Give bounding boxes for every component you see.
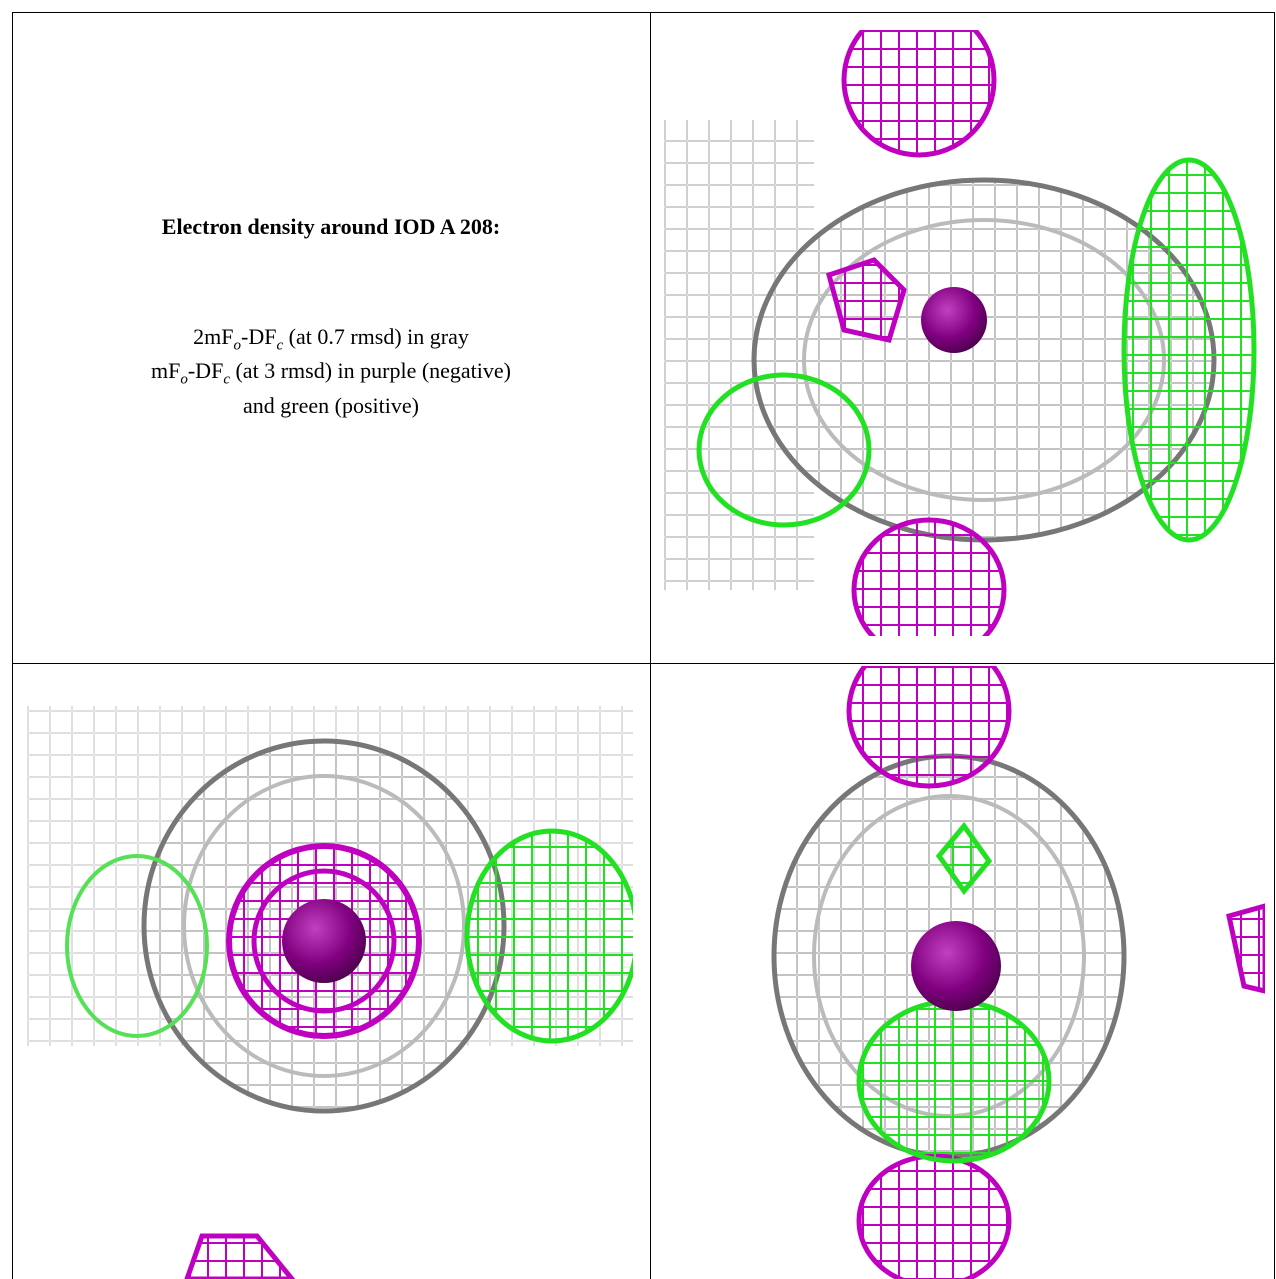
border xyxy=(1274,12,1275,1279)
subscript: o xyxy=(233,337,242,354)
subscript: o xyxy=(180,371,188,388)
border xyxy=(12,12,1274,13)
caption-line: 2mFo-DFc (at 0.7 rmsd) in gray xyxy=(12,324,650,354)
text-run: and green (positive) xyxy=(243,393,419,418)
caption-line: mFo-DFc (at 3 rmsd) in purple (negative) xyxy=(12,358,650,388)
text-run: -DF xyxy=(241,324,277,349)
border xyxy=(12,663,1274,664)
density-view-2 xyxy=(27,706,633,1279)
caption-title: Electron density around IOD A 208: xyxy=(161,214,501,239)
subscript: c xyxy=(223,371,230,388)
border xyxy=(12,12,13,1279)
text-run: 2mF xyxy=(193,324,234,349)
text-run: (at 0.7 rmsd) in gray xyxy=(283,324,469,349)
border xyxy=(650,12,651,1279)
density-view-3 xyxy=(771,666,1265,1279)
subscript: c xyxy=(276,337,284,354)
caption-line: and green (positive) xyxy=(12,393,650,419)
text-run: mF xyxy=(151,358,181,383)
density-view-1 xyxy=(664,30,1257,636)
text-run: -DF xyxy=(187,358,224,383)
text-run: (at 3 rmsd) in purple (negative) xyxy=(229,358,511,383)
